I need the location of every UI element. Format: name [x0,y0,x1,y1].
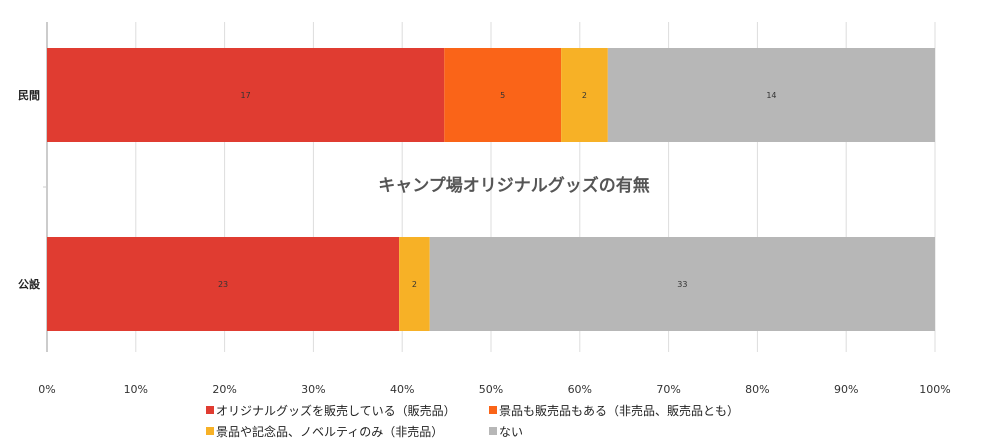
legend-entry: オリジナルグッズを販売している（販売品） [216,403,456,418]
data-label: 33 [677,280,687,289]
legend-swatch [206,427,214,435]
data-label: 23 [218,280,228,289]
x-tick-label: 100% [919,383,950,396]
data-label: 2 [412,280,417,289]
data-label: 14 [766,91,776,100]
bars [47,48,935,331]
x-tick-label: 10% [124,383,148,396]
bar-segment [47,48,445,142]
bar-segment [429,237,935,331]
legend-entry: 景品も販売品もある（非売品、販売品とも） [499,403,739,418]
data-labels: 17 5 2 14 23 2 33 [218,91,777,289]
x-tick-label: 60% [568,383,592,396]
bar-segment [47,237,400,331]
category-label: 民間 [18,89,40,102]
legend-swatch [489,427,497,435]
x-tick-label: 20% [212,383,236,396]
chart-title: キャンプ場オリジナルグッズの有無 [378,175,650,196]
legend-entry: ない [499,425,523,439]
legend-entry: 景品や記念品、ノベルティのみ（非売品） [216,424,443,439]
bar-segment [444,48,562,142]
data-label: 5 [500,91,505,100]
data-label: 17 [241,91,251,100]
x-tick-labels: 0% 10% 20% 30% 40% 50% 60% 70% 80% 90% 100% [38,383,950,396]
x-tick-label: 90% [834,383,858,396]
bar-segment [607,48,935,142]
bar-segment [561,48,608,142]
x-tick-label: 0% [38,383,55,396]
x-tick-label: 70% [656,383,680,396]
x-tick-label: 40% [390,383,414,396]
x-tick-label: 80% [745,383,769,396]
data-label: 2 [582,91,587,100]
legend-swatch [489,406,497,414]
bar-segment [399,237,430,331]
legend: オリジナルグッズを販売している（販売品） 景品も販売品もある（非売品、販売品とも）… [206,403,739,439]
x-tick-label: 30% [301,383,325,396]
category-label: 公設 [18,277,41,291]
x-tick-label: 50% [479,383,503,396]
legend-swatch [206,406,214,414]
